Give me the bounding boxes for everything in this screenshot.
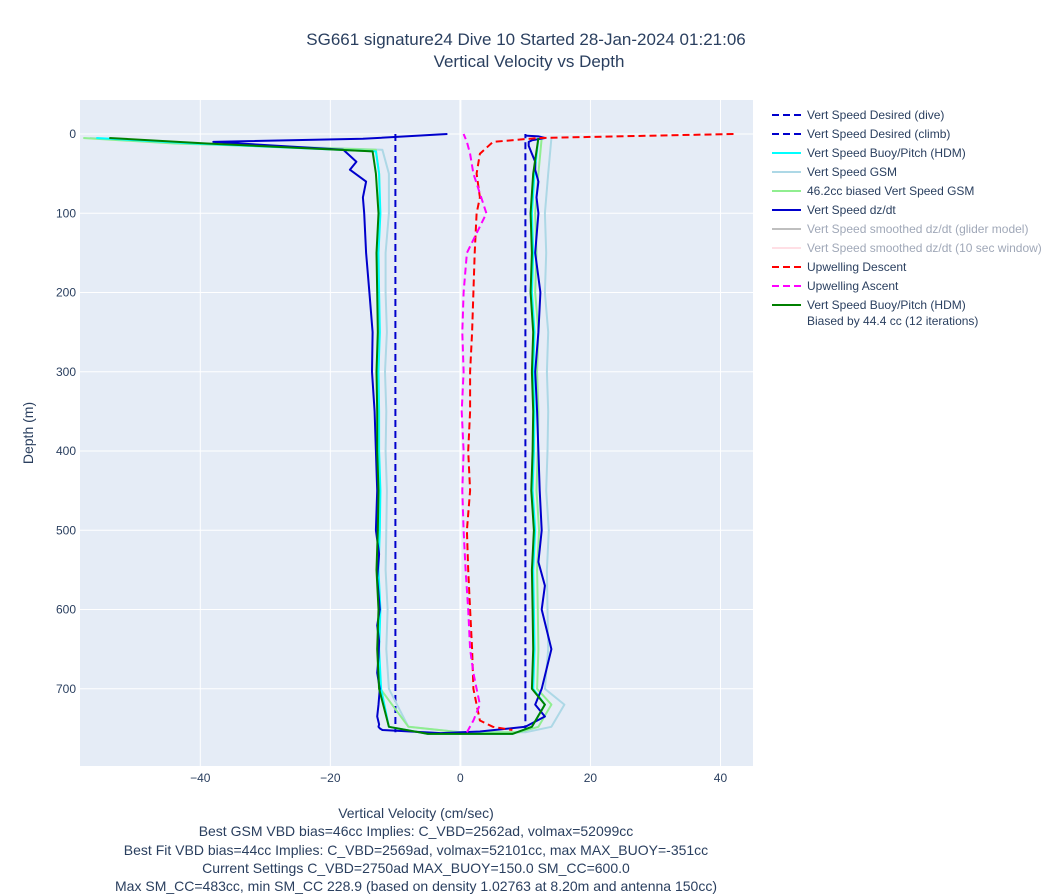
series-line-6[interactable] xyxy=(212,133,553,735)
grid-lines xyxy=(80,100,753,766)
legend-label: Upwelling Ascent xyxy=(807,279,899,293)
note-current-settings: Current Settings C_VBD=2750ad MAX_BUOY=1… xyxy=(202,860,630,876)
y-tick-label: 400 xyxy=(56,444,76,458)
legend-item[interactable]: Vert Speed Desired (dive) xyxy=(772,108,944,122)
x-tick-label: 0 xyxy=(457,771,464,785)
note-best-fit: Best Fit VBD bias=44cc Implies: C_VBD=25… xyxy=(124,842,708,858)
y-tick-label: 300 xyxy=(56,365,76,379)
legend-label: Vert Speed Buoy/Pitch (HDM) xyxy=(807,146,966,160)
y-tick-label: 200 xyxy=(56,286,76,300)
legend-label: Vert Speed smoothed dz/dt (glider model) xyxy=(807,222,1028,236)
series-line-7[interactable] xyxy=(465,133,734,731)
legend-label: Vert Speed Buoy/Pitch (HDM) xyxy=(807,298,966,312)
x-tick-label: 40 xyxy=(714,771,728,785)
x-tick-label: −40 xyxy=(190,771,211,785)
legend-label-line2: Biased by 44.4 cc (12 iterations) xyxy=(807,314,978,328)
legend-label: Vert Speed Desired (dive) xyxy=(807,108,944,122)
x-tick-label: 20 xyxy=(584,771,598,785)
legend-item[interactable]: Upwelling Ascent xyxy=(772,279,899,293)
plot-area[interactable] xyxy=(80,100,753,766)
y-tick-label: 0 xyxy=(69,127,76,141)
x-axis-title: Vertical Velocity (cm/sec) xyxy=(338,805,494,821)
legend-item[interactable]: Vert Speed Buoy/Pitch (HDM) xyxy=(772,146,966,160)
y-tick-label: 100 xyxy=(56,206,76,220)
note-best-gsm: Best GSM VBD bias=46cc Implies: C_VBD=25… xyxy=(199,823,634,839)
legend-item[interactable]: Vert Speed Buoy/Pitch (HDM) Biased by 44.… xyxy=(772,298,978,328)
note-max-sm-cc: Max SM_CC=483cc, min SM_CC 228.9 (based … xyxy=(115,878,717,894)
y-tick-label: 500 xyxy=(56,523,76,537)
legend-label: Vert Speed dz/dt xyxy=(807,203,896,217)
legend-item[interactable]: Vert Speed GSM xyxy=(772,165,897,179)
legend-label: Vert Speed Desired (climb) xyxy=(807,127,950,141)
y-axis-title: Depth (m) xyxy=(20,402,36,464)
legend-label: 46.2cc biased Vert Speed GSM xyxy=(807,184,974,198)
legend: Vert Speed Desired (dive) Vert Speed Desi… xyxy=(772,108,1042,328)
legend-item[interactable]: Vert Speed Desired (climb) xyxy=(772,127,950,141)
legend-item[interactable]: Vert Speed smoothed dz/dt (glider model) xyxy=(772,222,1028,236)
series-line-8[interactable] xyxy=(460,133,488,733)
legend-item[interactable]: Vert Speed dz/dt xyxy=(772,203,896,217)
x-tick-label: −20 xyxy=(320,771,341,785)
legend-label: Vert Speed smoothed dz/dt (10 sec window… xyxy=(807,241,1042,255)
legend-label: Upwelling Descent xyxy=(807,260,907,274)
series-line-9[interactable] xyxy=(109,137,546,735)
y-tick-label: 700 xyxy=(56,682,76,696)
series-layer xyxy=(83,133,734,735)
chart-title-line2: Vertical Velocity vs Depth xyxy=(434,52,625,71)
legend-item[interactable]: Vert Speed smoothed dz/dt (10 sec window… xyxy=(772,241,1042,255)
chart-title-line1: SG661 signature24 Dive 10 Started 28-Jan… xyxy=(306,30,745,49)
y-tick-label: 600 xyxy=(56,603,76,617)
legend-item[interactable]: 46.2cc biased Vert Speed GSM xyxy=(772,184,974,198)
legend-item[interactable]: Upwelling Descent xyxy=(772,260,907,274)
series-group xyxy=(83,133,734,735)
legend-label: Vert Speed GSM xyxy=(807,165,897,179)
